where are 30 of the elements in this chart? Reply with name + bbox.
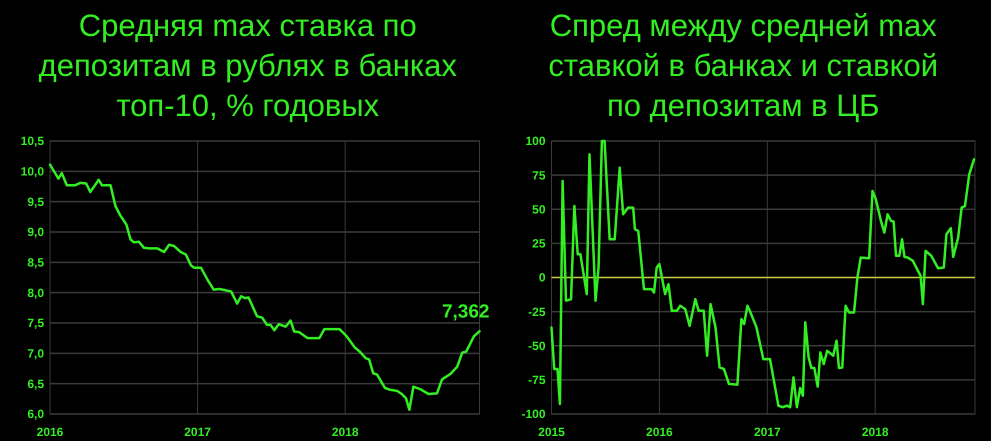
x-tick-label: 2018 [332,425,359,439]
y-tick-label: -100 [521,407,546,422]
x-tick-label: 2017 [754,425,781,439]
x-tick-label: 2016 [646,425,674,439]
x-tick-label: 2015 [538,425,566,439]
y-tick-label: 100 [525,134,546,148]
y-tick-label: -75 [528,373,546,388]
y-tick-label: 0 [538,270,546,285]
y-tick-label: 7,0 [27,346,44,361]
x-tick-label: 2018 [862,425,889,439]
y-tick-label: 9,5 [27,194,44,209]
y-tick-label: 10,0 [20,164,44,179]
chart-title: Спред между средней max ставкой в банках и ставкой по депозитам в ЦБ [548,8,938,123]
y-tick-label: 9,0 [27,225,44,240]
y-tick-label: 8,0 [27,286,44,300]
y-tick-label: 7,5 [27,316,44,330]
y-tick-label: 8,5 [27,256,44,270]
y-tick-label: -25 [528,304,546,319]
chart-title: Средняя max ставка по депозитам в рублях в банках топ-10, % годовых [38,8,458,123]
y-tick-label: -50 [528,338,546,353]
annotation: 7,362 [442,301,490,322]
line-series [550,140,976,408]
y-tick-label: 50 [532,202,546,216]
y-tick-label: 75 [532,168,546,182]
x-tick-label: 2017 [184,425,212,439]
y-tick-label: 6,0 [27,407,44,422]
y-tick-label: 6,5 [27,376,44,391]
y-tick-label: 25 [532,236,546,251]
x-tick-label: 2016 [36,425,64,439]
y-tick-label: 10,5 [20,134,44,148]
